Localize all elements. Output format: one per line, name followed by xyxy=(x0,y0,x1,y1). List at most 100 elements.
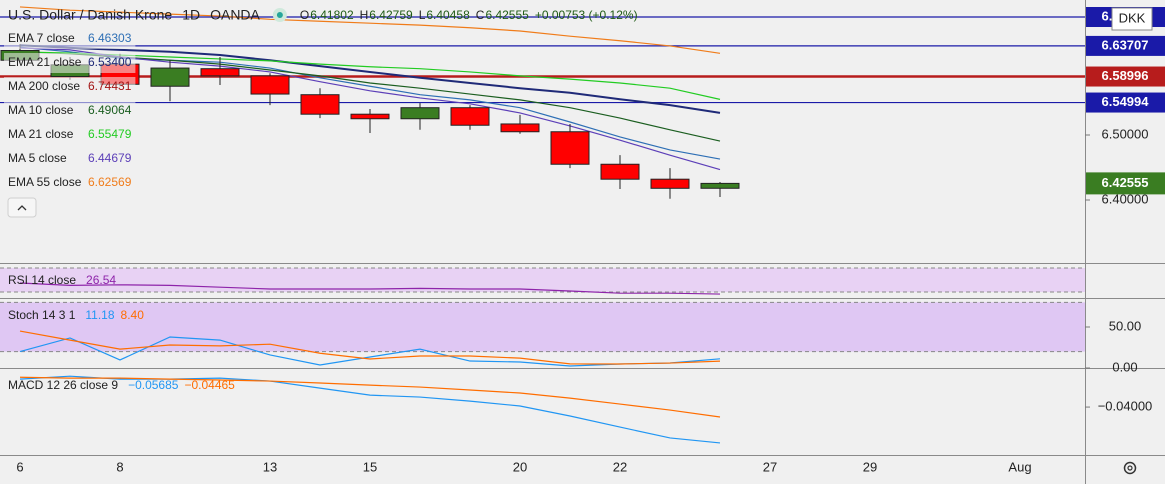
y-tick-label: 6.40000 xyxy=(1102,191,1149,206)
candle-body xyxy=(600,163,640,180)
ohlc-value: 6.41802 xyxy=(310,8,354,22)
price-label-box xyxy=(1086,66,1165,87)
legend-background xyxy=(4,29,136,49)
source: OANDA xyxy=(210,7,260,23)
indicator-line xyxy=(19,376,721,418)
legend-value: 6.49064 xyxy=(88,103,132,117)
y-tick-label: 0.00 xyxy=(1112,359,1137,374)
legend-value: 6.53400 xyxy=(88,55,132,69)
x-tick-label: 20 xyxy=(513,459,527,474)
interval: 1D xyxy=(182,7,200,23)
button-frame[interactable] xyxy=(7,197,37,218)
indicator-line xyxy=(19,51,721,100)
x-tick-label: 8 xyxy=(116,459,123,474)
indicator-line xyxy=(19,336,721,367)
legend-name: EMA 7 close xyxy=(8,31,75,45)
x-tick-label: 15 xyxy=(363,459,377,474)
candle-body xyxy=(450,107,490,126)
status-dot xyxy=(276,12,283,18)
x-tick-label: Aug xyxy=(1008,459,1031,474)
price-change: +0.00753 (+0.12%) xyxy=(535,8,638,22)
currency-label: DKK xyxy=(1119,10,1146,25)
legend-name: MA 200 close xyxy=(8,79,80,93)
band xyxy=(0,268,1085,292)
legend-value: 6.62569 xyxy=(88,175,132,189)
indicator-line xyxy=(19,282,721,295)
x-tick-label: 6 xyxy=(16,459,23,474)
legend-background xyxy=(4,173,136,193)
legend-name: Stoch 14 3 1 xyxy=(8,308,76,322)
price-label: 6.58996 xyxy=(1102,68,1149,83)
pane xyxy=(0,301,1085,367)
legend-value: −0.04465 xyxy=(184,378,235,392)
legend-value: 11.18 xyxy=(85,308,114,322)
legend-value: 6.44679 xyxy=(88,151,132,165)
chevron-up[interactable] xyxy=(17,205,27,211)
currency-box xyxy=(1111,7,1153,31)
legend-background xyxy=(4,101,136,121)
candle-body xyxy=(300,94,340,115)
pane xyxy=(0,267,1085,295)
chart-title: U.S. Dollar / Danish Krone xyxy=(8,7,172,23)
legend-value: 26.54 xyxy=(86,273,116,287)
legend-background xyxy=(4,53,136,73)
indicator-line xyxy=(19,47,721,171)
ohlc-label: O xyxy=(300,8,309,22)
candle-body xyxy=(200,68,240,77)
price-label: 6.63707 xyxy=(1102,37,1149,52)
legend-value: 6.46303 xyxy=(88,31,132,45)
last-price-label: 6.42555 xyxy=(1102,175,1149,190)
legend-name: EMA 55 close xyxy=(8,175,82,189)
settings-button[interactable] xyxy=(1123,461,1137,475)
legend-value: 6.74431 xyxy=(88,79,132,93)
candle-body xyxy=(700,182,740,189)
legend-name: EMA 21 close xyxy=(8,55,82,69)
last-price-box xyxy=(1086,172,1165,195)
indicator-line xyxy=(19,375,721,444)
legend-background xyxy=(4,149,136,169)
ohlc-value: 6.42759 xyxy=(369,8,413,22)
gear-ring[interactable] xyxy=(1123,461,1137,475)
x-tick-label: 22 xyxy=(613,459,627,474)
pane xyxy=(19,375,721,444)
candle-body xyxy=(350,113,390,120)
legend-name: MA 10 close xyxy=(8,103,74,117)
candle-body xyxy=(650,178,690,189)
candle-body xyxy=(150,67,190,87)
y-tick-label: −0.04000 xyxy=(1098,399,1153,414)
legend-background xyxy=(4,77,136,97)
indicator-line xyxy=(19,44,721,114)
legend-name: MA 5 close xyxy=(8,151,67,165)
y-tick-label: 50.00 xyxy=(1109,318,1142,333)
ohlc-value: 6.40458 xyxy=(426,8,470,22)
ohlc-label: H xyxy=(360,8,369,22)
x-tick-label: 29 xyxy=(863,459,877,474)
collapse-button[interactable] xyxy=(7,197,37,218)
price-label-box xyxy=(1086,92,1165,113)
candle-body xyxy=(500,123,540,133)
legend-background xyxy=(4,125,136,145)
legend-value: 8.40 xyxy=(121,308,145,322)
x-tick-label: 27 xyxy=(763,459,777,474)
legend-value: −0.05685 xyxy=(128,378,179,392)
indicator-line xyxy=(19,6,721,54)
legend-value: 6.55479 xyxy=(88,127,132,141)
legend-name: RSI 14 close xyxy=(8,273,76,287)
legend-name: MA 21 close xyxy=(8,127,74,141)
candle-body xyxy=(400,107,440,120)
indicator-line xyxy=(19,330,721,365)
ohlc-label: C xyxy=(476,8,485,22)
price-label-box xyxy=(1086,35,1165,56)
price-label: 6.54994 xyxy=(1102,94,1150,109)
gear-hub[interactable] xyxy=(1127,465,1133,471)
ohlc-label: L xyxy=(419,8,426,22)
candle-body xyxy=(550,131,590,165)
candle-body xyxy=(250,75,290,95)
band xyxy=(0,302,1085,352)
indicator-line xyxy=(19,51,721,142)
ohlc-value: 6.42555 xyxy=(485,8,529,22)
legend-name: MACD 12 26 close 9 xyxy=(8,378,118,392)
x-tick-label: 13 xyxy=(263,459,277,474)
